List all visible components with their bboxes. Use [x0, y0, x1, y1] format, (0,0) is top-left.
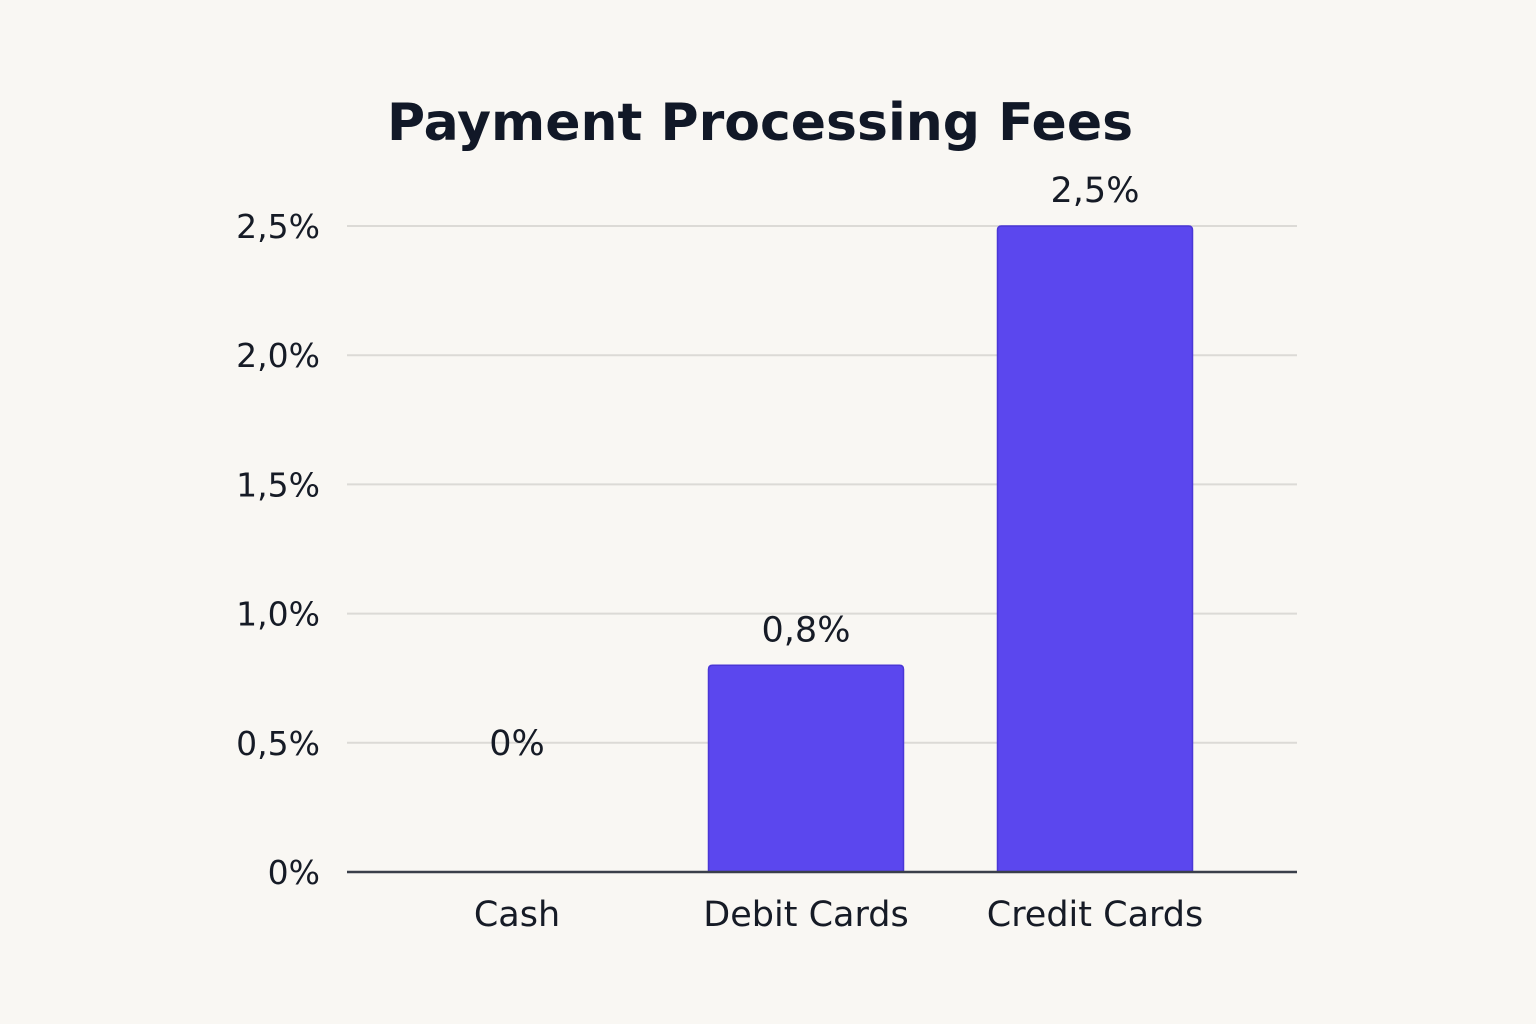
bar-layer — [347, 225, 1297, 874]
x-category-label: Credit Cards — [987, 895, 1204, 935]
y-tick-label: 1,5% — [236, 465, 320, 504]
y-tick-label: 2,0% — [236, 336, 320, 375]
x-category-label: Debit Cards — [703, 895, 908, 935]
data-label: 0% — [489, 724, 545, 764]
data-label: 0,8% — [762, 610, 851, 650]
x-category-label: Cash — [474, 895, 560, 935]
data-label: 2,5% — [1051, 171, 1140, 211]
y-tick-label: 1,0% — [236, 595, 320, 634]
y-tick-label: 0% — [268, 853, 320, 892]
y-tick-label: 0,5% — [236, 724, 320, 763]
bar-debit-cards — [707, 664, 905, 873]
chart-title: Payment Processing Fees — [387, 93, 1133, 153]
bar-credit-cards — [996, 225, 1194, 873]
label-layer: 0% 0,5% 1,0% 1,5% 2,0% 2,5% 0% Cash 0,8% Debit Ca… — [236, 171, 1203, 935]
y-tick-label: 2,5% — [236, 207, 320, 246]
